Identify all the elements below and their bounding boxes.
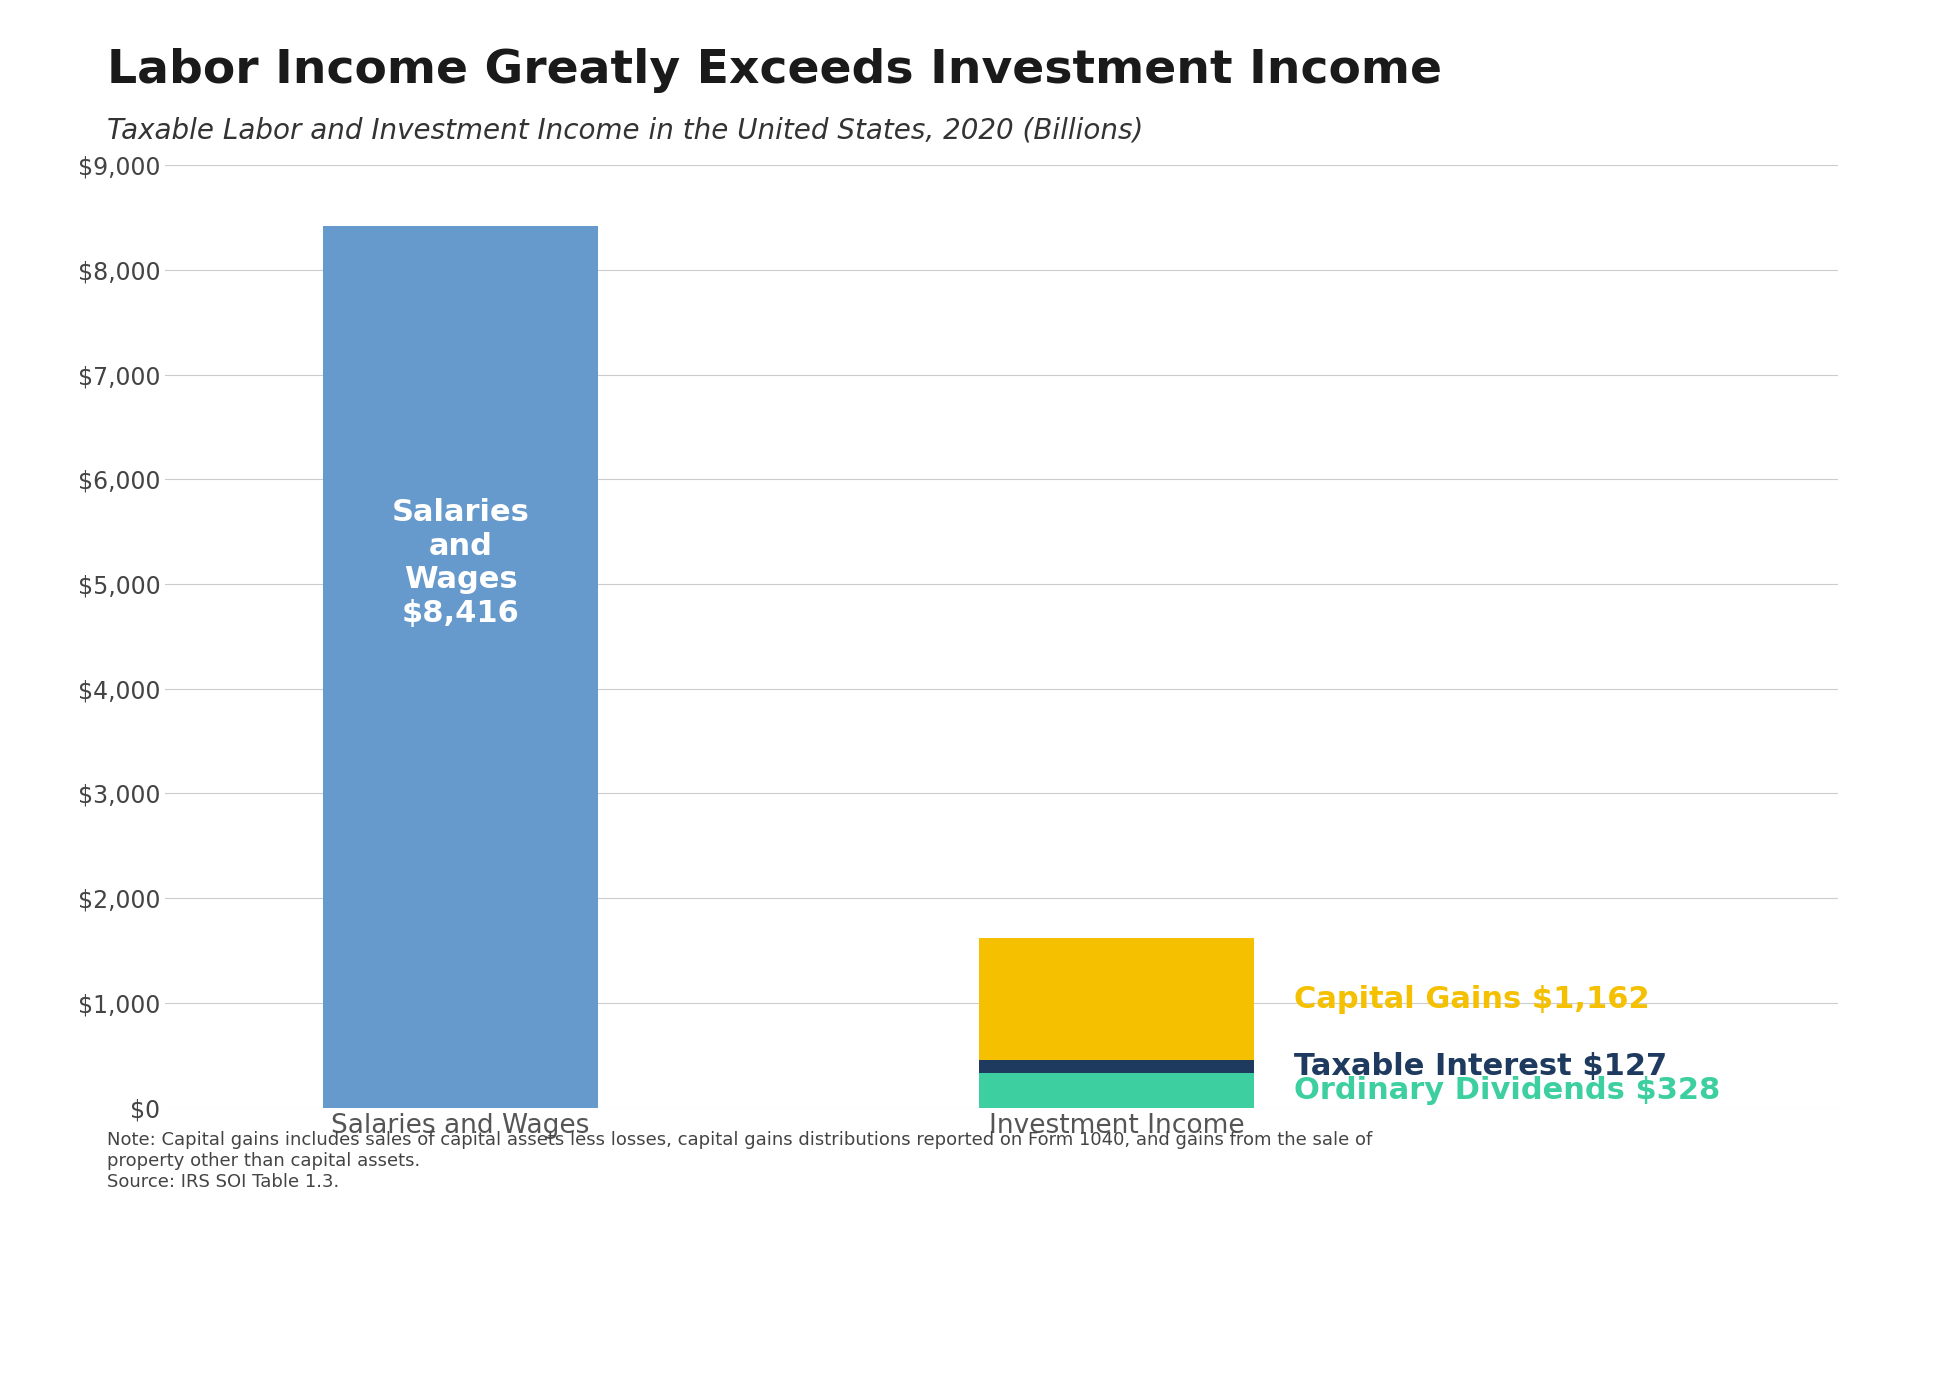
Bar xyxy=(978,1060,1255,1073)
Text: Salaries
and
Wages
$8,416: Salaries and Wages $8,416 xyxy=(391,498,529,627)
Text: Taxable Labor and Investment Income in the United States, 2020 (Billions): Taxable Labor and Investment Income in t… xyxy=(107,117,1144,144)
Text: TAX FOUNDATION: TAX FOUNDATION xyxy=(54,1311,358,1342)
Text: Labor Income Greatly Exceeds Investment Income: Labor Income Greatly Exceeds Investment … xyxy=(107,48,1441,94)
Text: @TaxFoundation: @TaxFoundation xyxy=(1640,1311,1891,1342)
Bar xyxy=(978,1073,1255,1108)
Bar xyxy=(978,938,1255,1060)
Text: Ordinary Dividends $328: Ordinary Dividends $328 xyxy=(1293,1076,1719,1105)
Text: Capital Gains $1,162: Capital Gains $1,162 xyxy=(1293,985,1649,1014)
Bar xyxy=(323,226,599,1108)
Text: Taxable Interest $127: Taxable Interest $127 xyxy=(1293,1053,1667,1082)
Text: Note: Capital gains includes sales of capital assets less losses, capital gains : Note: Capital gains includes sales of ca… xyxy=(107,1131,1373,1190)
